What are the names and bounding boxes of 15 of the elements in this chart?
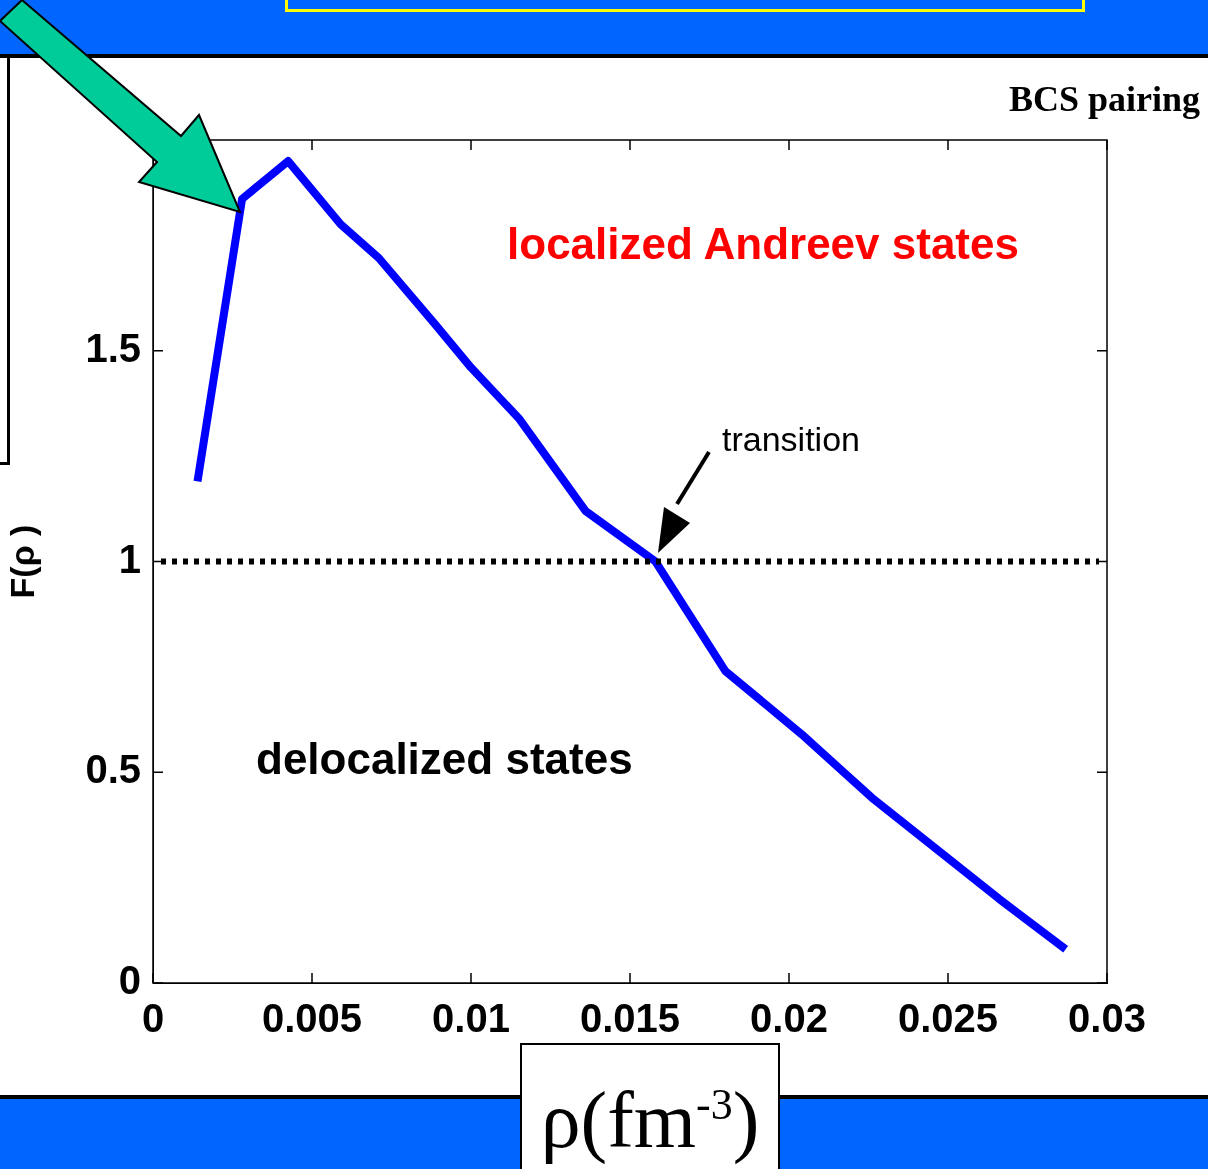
- x-tick-label: 0.02: [750, 996, 828, 1041]
- y-tick-label: 0: [118, 958, 141, 1003]
- y-tick-label: 0.5: [85, 747, 141, 792]
- x-tick-label: 0.03: [1068, 996, 1146, 1041]
- annotation: delocalized states: [256, 734, 633, 784]
- text: BCS pairing: [1008, 78, 1200, 120]
- annotation: localized Andreev states: [507, 219, 1019, 269]
- y-tick-label: 1: [118, 536, 141, 581]
- annotation: transition: [722, 420, 860, 459]
- x-tick-label: 0.01: [432, 996, 510, 1041]
- y-axis-title: F(ρ ): [2, 524, 41, 599]
- x-tick-label: 0.015: [579, 996, 681, 1041]
- x-tick-label: 0.025: [897, 996, 999, 1041]
- y-tick-label: 1.5: [85, 325, 141, 370]
- x-tick-label: 0.005: [261, 996, 363, 1041]
